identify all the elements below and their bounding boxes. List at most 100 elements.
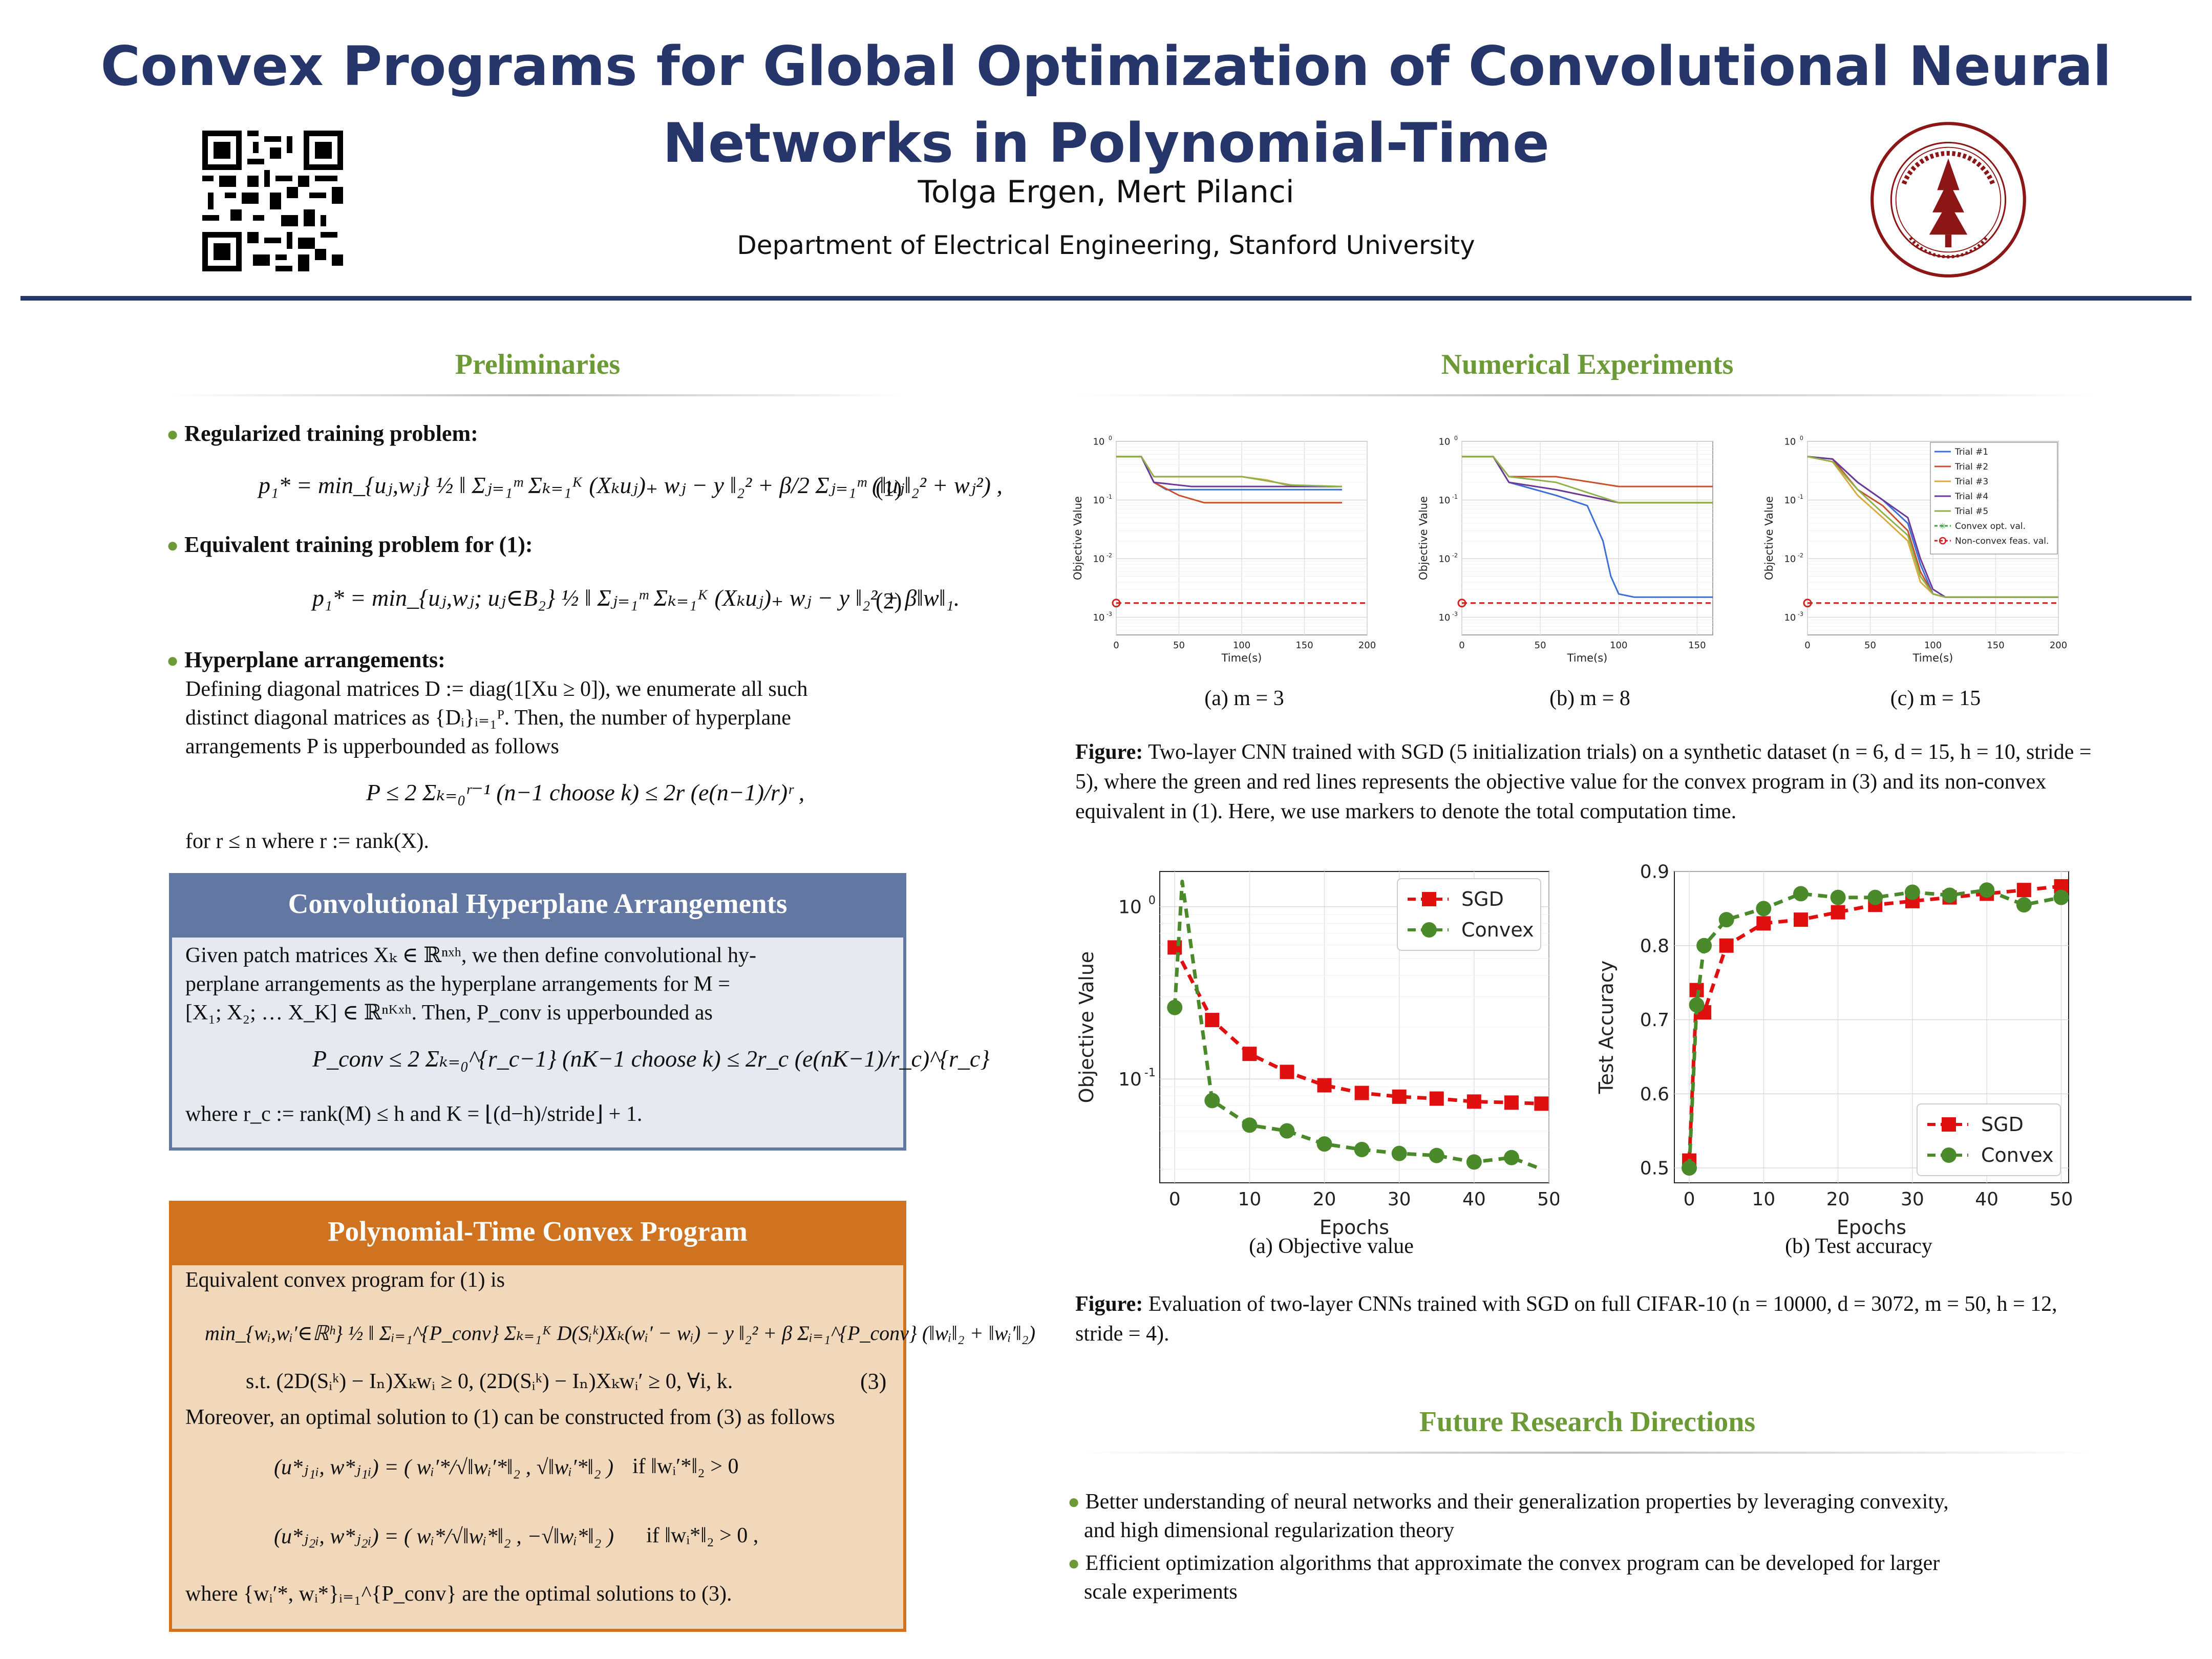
y-tick-label: 10: [1438, 495, 1450, 506]
bullet-equivalent: ● Equivalent training problem for (1):: [166, 530, 914, 560]
data-point-circle: [1793, 886, 1809, 902]
list-item-text: and high dimensional regularization theo…: [1084, 1519, 1455, 1542]
data-point-circle: [2053, 889, 2069, 905]
legend-label: Trial #2: [1954, 462, 1988, 472]
y-tick-exponent: 0: [1800, 435, 1803, 441]
x-axis-label: Time(s): [1221, 652, 1262, 664]
data-point-circle: [1466, 1154, 1482, 1170]
data-point-circle: [1696, 938, 1712, 953]
caption-label: Figure:: [1075, 740, 1143, 764]
data-point-circle: [1830, 889, 1846, 905]
bullet-icon: ●: [166, 534, 179, 557]
section-divider: [1075, 394, 2099, 396]
y-tick-label: 10: [1118, 1069, 1142, 1090]
x-tick-label: 0: [1804, 640, 1810, 651]
x-tick-label: 0: [1169, 1189, 1181, 1210]
text-line: Defining diagonal matrices D := diag(1[X…: [185, 677, 808, 701]
y-tick-label: 10: [1784, 495, 1796, 506]
text-line: arrangements P is upperbounded as follow…: [185, 735, 559, 758]
y-tick-label: 10: [1438, 554, 1450, 564]
experiments-heading: Numerical Experiments: [1441, 349, 1734, 380]
subcaption-objective: (a) Objective value: [1249, 1235, 1414, 1258]
y-tick-label: 10: [1784, 436, 1796, 447]
text-line: distinct diagonal matrices as {Dᵢ}ᵢ₌₁ᴾ. …: [185, 706, 791, 730]
data-point-square: [1242, 1047, 1257, 1061]
y-tick-exponent: 0: [1454, 435, 1458, 441]
y-tick-exponent: -3: [1798, 611, 1803, 618]
y-tick-label: 0.9: [1640, 862, 1669, 883]
data-point-square: [1719, 938, 1734, 953]
x-tick-label: 40: [1975, 1189, 1998, 1210]
data-point-square: [1504, 1095, 1519, 1110]
x-tick-label: 0: [1459, 640, 1464, 651]
data-point-circle: [1867, 889, 1883, 905]
y-tick-exponent: -3: [1452, 611, 1458, 618]
caption-text: Two-layer CNN trained with SGD (5 initia…: [1075, 740, 2092, 823]
x-tick-label: 30: [1388, 1189, 1411, 1210]
data-point-circle: [1204, 1093, 1220, 1109]
text-line: perplane arrangements as the hyperplane …: [185, 972, 730, 996]
conv-box-tail: where r_c := rank(M) ≤ h and K = ⌊(d−h)/…: [185, 1102, 643, 1126]
x-axis-label: Epochs: [1320, 1216, 1389, 1239]
data-point-ring: [1457, 599, 1466, 608]
x-tick-label: 50: [1535, 640, 1546, 651]
data-point-ring: [1112, 599, 1121, 608]
list-item: ● Efficient optimization algorithms that…: [1068, 1549, 2102, 1578]
legend-label: Trial #1: [1954, 447, 1988, 457]
legend-marker: [1421, 922, 1437, 938]
subcaption-a: (a) m = 3: [1204, 687, 1284, 710]
conv-box-title: Convolutional Hyperplane Arrangements: [169, 873, 906, 934]
data-point-square: [2016, 883, 2031, 898]
legend-box: [1930, 442, 2058, 555]
department: Department of Electrical Engineering, St…: [737, 230, 1475, 260]
legend-marker: [1939, 537, 1947, 545]
data-point-circle: [1316, 1136, 1332, 1152]
x-tick-label: 200: [1358, 640, 1376, 651]
x-tick-label: 200: [2050, 640, 2067, 651]
section-divider: [1075, 1452, 2099, 1454]
x-tick-label: 20: [1313, 1189, 1336, 1210]
bullet-regularized: ● Regularized training problem:: [166, 419, 914, 449]
text-line: [X₁; X₂; … X_K] ∈ ℝⁿᴷˣʰ. Then, P_conv is…: [185, 1001, 713, 1025]
data-point-circle: [2016, 897, 2032, 913]
data-point-circle: [1279, 1123, 1295, 1139]
y-tick-label: 10: [1093, 436, 1104, 447]
bullet-heading: Equivalent training problem for (1):: [184, 532, 533, 557]
poly-box-condition-d: if ‖wᵢ*‖₂ > 0 ,: [646, 1524, 759, 1547]
x-tick-label: 150: [1688, 640, 1706, 651]
legend-label: SGD: [1461, 888, 1504, 910]
poly-box-intro: Equivalent convex program for (1) is: [185, 1268, 505, 1292]
data-point-circle: [1979, 882, 1995, 898]
data-point-ring: [1803, 599, 1812, 608]
x-axis-label: Time(s): [1567, 652, 1608, 664]
series-line-trial-4: [1807, 456, 2058, 598]
list-item: and high dimensional regularization theo…: [1068, 1516, 2102, 1545]
figure-caption-1: Figure: Two-layer CNN trained with SGD (…: [1075, 737, 2110, 826]
data-point-square: [1534, 1096, 1549, 1111]
legend-label: SGD: [1981, 1113, 2024, 1136]
data-point-square: [1756, 916, 1771, 931]
y-axis-label: Objective Value: [1072, 496, 1084, 580]
y-tick-label: 10: [1093, 495, 1104, 506]
qr-code-icon[interactable]: [202, 131, 343, 271]
legend-marker: [1422, 892, 1436, 906]
y-axis-label: Test Accuracy: [1595, 961, 1618, 1094]
x-tick-label: 100: [1924, 640, 1942, 651]
data-point-circle: [1689, 997, 1705, 1013]
list-item: ● Better understanding of neural network…: [1068, 1487, 2102, 1516]
list-item-text: Better understanding of neural networks …: [1085, 1490, 1949, 1514]
hyperplane-text: Defining diagonal matrices D := diag(1[X…: [185, 675, 912, 761]
series-line-trial-5: [1807, 456, 2058, 598]
data-point-square: [1354, 1086, 1369, 1100]
preliminaries-heading: Preliminaries: [455, 349, 621, 380]
x-tick-label: 0: [1113, 640, 1119, 651]
y-tick-exponent: -1: [1107, 494, 1112, 500]
cifar-accuracy-chart: 0 10 20 30 40 50 0.5 0.6 0.7 0.8 0.9 Epochs Test Acc…: [1595, 862, 2073, 1239]
legend-label: Non-convex feas. val.: [1955, 536, 2049, 546]
x-tick-label: 10: [1752, 1189, 1775, 1210]
data-point-circle: [1718, 912, 1734, 928]
legend-label: Trial #5: [1954, 506, 1988, 517]
legend-marker: [1942, 1117, 1956, 1132]
